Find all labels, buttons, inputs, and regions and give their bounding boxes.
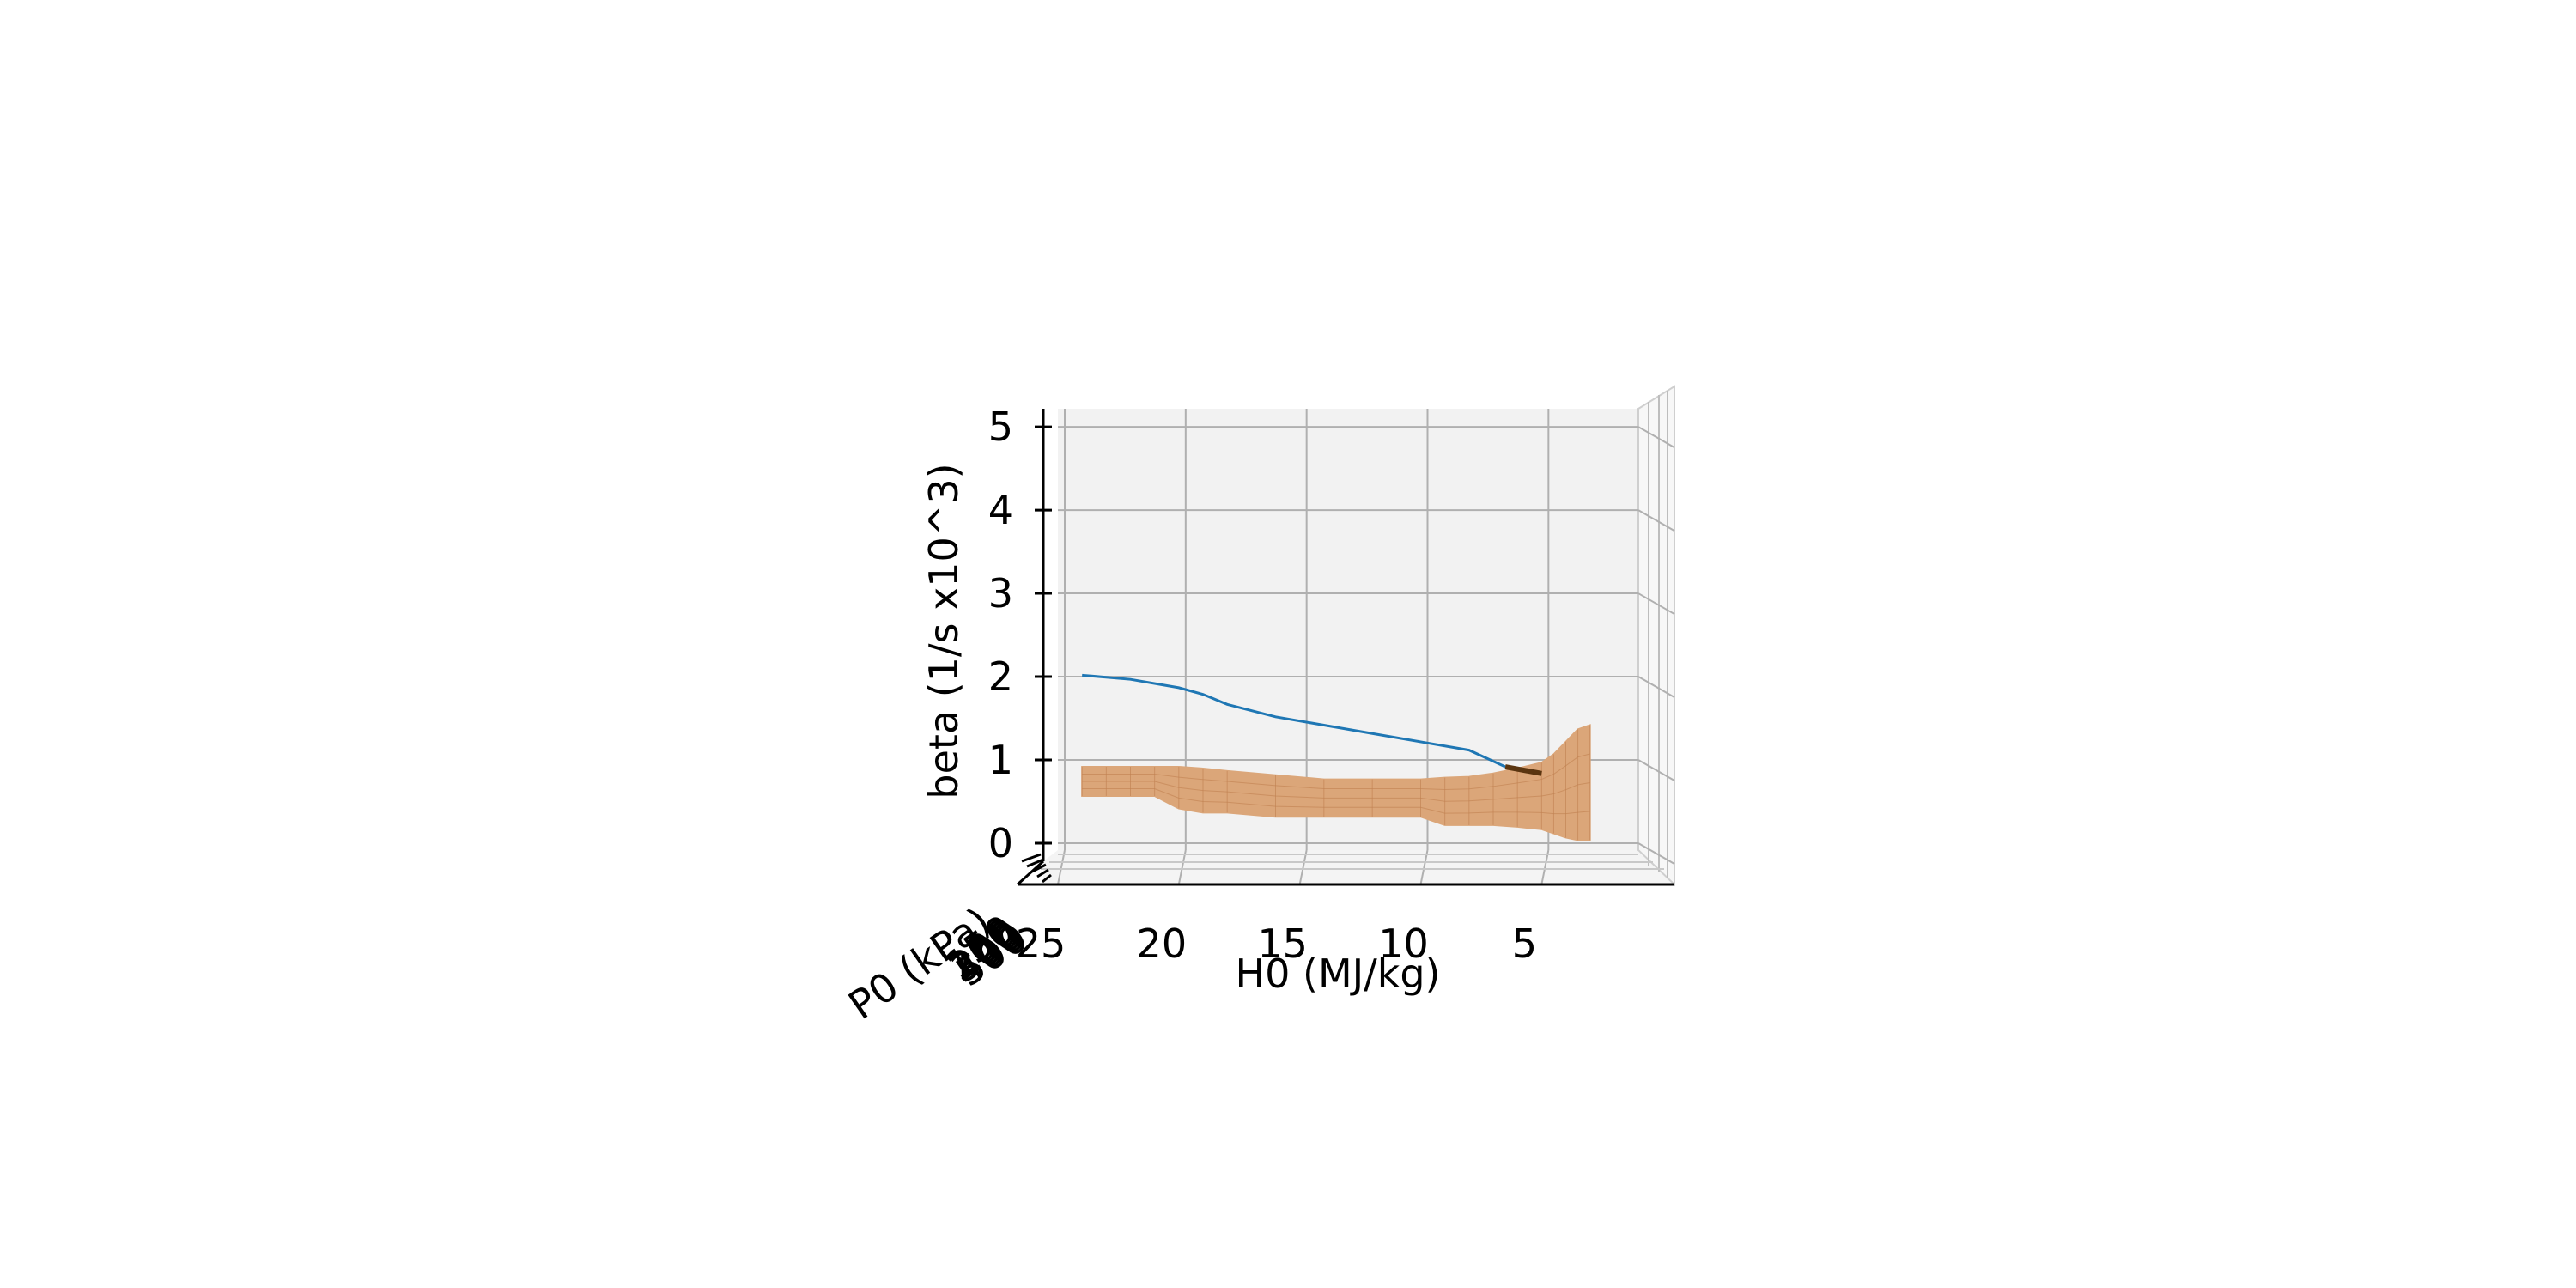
x-axis-label: H0 (MJ/kg) — [1236, 951, 1441, 997]
z-tick-label: 5 — [988, 404, 1013, 450]
z-tick-label: 2 — [988, 653, 1013, 700]
z-tick-label: 3 — [988, 570, 1013, 617]
surface-mesh-line — [1082, 753, 1590, 790]
surface-mesh-line — [1082, 787, 1590, 815]
beta-line — [1082, 673, 1506, 769]
y-tick — [1026, 858, 1044, 868]
surface-mesh-line — [1082, 781, 1590, 802]
floor-pane — [1043, 850, 1674, 884]
z-gridline-side — [1637, 592, 1675, 615]
z-tick-label: 1 — [988, 737, 1013, 783]
y-axis-ticks — [1016, 853, 1052, 886]
surface — [1081, 724, 1591, 841]
z-gridline-side — [1637, 842, 1675, 865]
beta-line-segment — [1504, 764, 1542, 776]
x-tick-label: 10 — [1378, 920, 1429, 967]
x-tick-label: 15 — [1257, 920, 1308, 967]
x-gridline-floor — [1057, 849, 1066, 885]
y-tick — [1021, 853, 1042, 863]
x-tick-label: 20 — [1137, 920, 1188, 967]
z-tick-label: 0 — [988, 820, 1013, 866]
z-gridline-side — [1637, 676, 1675, 698]
x-gridline-floor — [1419, 849, 1429, 885]
side-pane — [1637, 385, 1675, 887]
y-tick — [1042, 873, 1052, 884]
line-series — [1082, 673, 1542, 776]
y-tick — [1036, 868, 1049, 878]
x-axis-ticks: 25 20 15 10 5 — [1016, 920, 1537, 967]
z-axis-label: beta (1/s x10^3) — [920, 463, 967, 799]
x-gridline-floor — [1298, 849, 1308, 885]
z-gridline-side — [1637, 509, 1675, 532]
z-tick-label: 4 — [988, 487, 1013, 533]
x-gridline-floor — [1540, 849, 1550, 885]
z-gridline-side — [1637, 426, 1675, 448]
x-gridline-floor — [1177, 849, 1187, 885]
x-tick-label: 5 — [1512, 920, 1537, 967]
z-axis-ticks: 0 1 2 3 4 5 — [988, 404, 1052, 866]
y-axis-line — [1016, 860, 1045, 886]
z-gridline-side — [1637, 759, 1675, 781]
x-tick-label: 25 — [1016, 920, 1066, 967]
back-pane — [1058, 409, 1638, 850]
gridlines — [1041, 409, 1675, 885]
